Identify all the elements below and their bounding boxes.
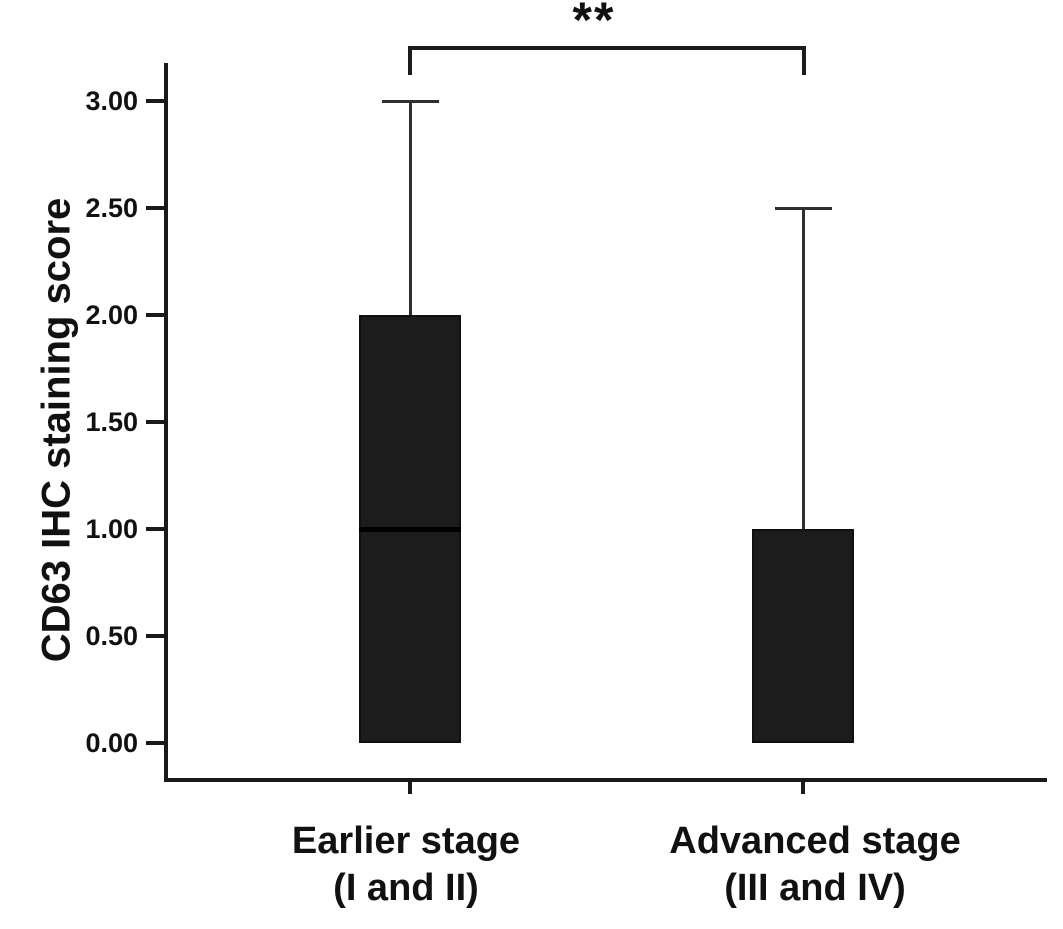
x-tick-mark — [801, 782, 805, 794]
y-tick-label: 2.00 — [85, 300, 138, 330]
y-tick-mark — [146, 313, 164, 317]
significance-bracket-horizontal — [408, 46, 806, 50]
median-line — [359, 526, 461, 532]
box — [752, 529, 854, 743]
category-label: Advanced stage (III and IV) — [669, 818, 960, 912]
category-label-line2: (III and IV) — [724, 867, 906, 909]
significance-bracket-left-arm — [408, 46, 412, 75]
category-label-line2: (I and II) — [333, 867, 479, 909]
y-tick-mark — [146, 420, 164, 424]
y-tick-label: 0.00 — [85, 728, 138, 758]
significance-asterisks: ** — [572, 0, 616, 48]
category-label: Earlier stage (I and II) — [292, 818, 520, 912]
y-tick-mark — [146, 99, 164, 103]
whisker-cap — [381, 99, 439, 103]
category-label-line1: Earlier stage — [291, 820, 521, 862]
y-tick-label: 1.00 — [85, 514, 138, 544]
x-axis-line — [164, 778, 1047, 782]
category-label-line1: Advanced stage — [669, 820, 961, 862]
y-axis-line — [164, 63, 168, 782]
y-tick-mark — [146, 741, 164, 745]
significance-bracket-right-arm — [802, 46, 806, 75]
whisker-line — [801, 208, 805, 529]
y-tick-mark — [146, 206, 164, 210]
y-tick-label: 1.50 — [85, 407, 138, 437]
y-tick-mark — [146, 634, 164, 638]
y-tick-label: 0.50 — [85, 621, 138, 651]
whisker-cap — [774, 206, 832, 210]
x-tick-mark — [408, 782, 412, 794]
y-tick-mark — [146, 527, 164, 531]
y-tick-label: 3.00 — [85, 86, 138, 116]
y-tick-label: 2.50 — [85, 193, 138, 223]
whisker-line — [408, 101, 412, 315]
